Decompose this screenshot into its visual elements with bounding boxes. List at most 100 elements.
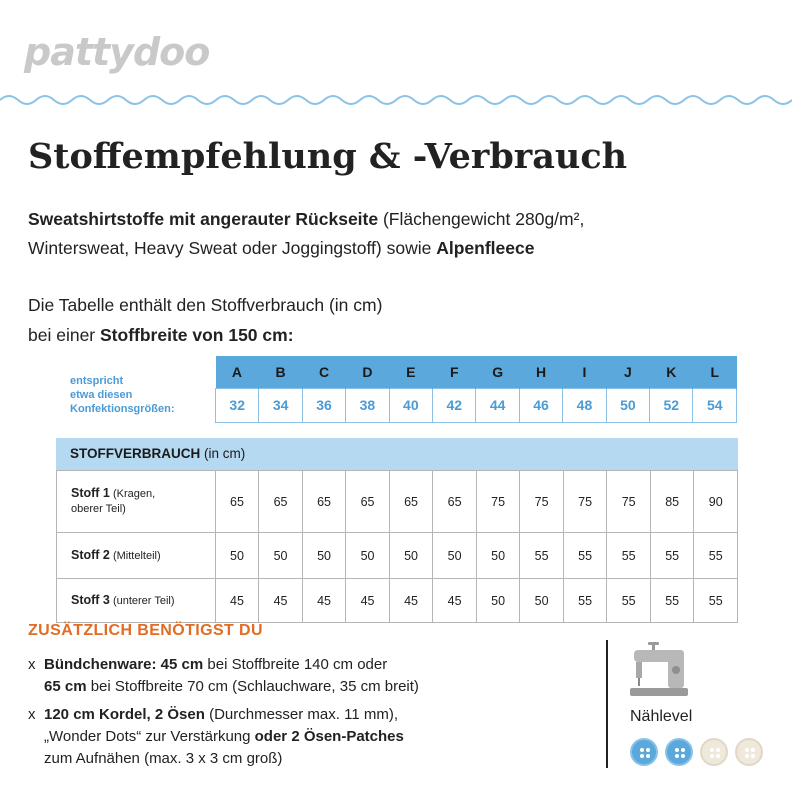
- consumption-heading-title: STOFFVERBRAUCH: [70, 446, 201, 461]
- table-cell: 75: [475, 470, 521, 533]
- table-cell: 55: [562, 532, 608, 579]
- size-letter: F: [432, 356, 477, 388]
- item-text: bei Stoffbreite 140 cm oder: [203, 656, 388, 673]
- consumption-table: STOFFVERBRAUCH (in cm) Stoff 1 (Kragen, o…: [56, 438, 738, 623]
- row-label-note: (unterer Teil): [109, 594, 175, 607]
- table-cell: 65: [258, 470, 303, 533]
- table-cell: 50: [432, 532, 477, 579]
- list-item: x Bündchenware: 45 cm bei Stoffbreite 14…: [28, 654, 588, 698]
- table-cell: 55: [649, 532, 695, 579]
- table-cell: 50: [519, 578, 564, 623]
- table-cell: 45: [258, 578, 303, 623]
- row-label-note: oberer Teil): [71, 503, 126, 515]
- table-cell: 45: [432, 578, 477, 623]
- consumption-grid: Stoff 1 (Kragen, oberer Teil) 65 65 65 65 65 65…: [56, 470, 738, 623]
- row-label-note: (Kragen,: [109, 488, 156, 500]
- table-intro-prefix: bei einer: [28, 325, 100, 345]
- table-cell: 50: [475, 578, 521, 623]
- table-cell: 55: [562, 578, 608, 623]
- additional-list: x Bündchenware: 45 cm bei Stoffbreite 14…: [28, 654, 588, 776]
- button-icon: [630, 738, 658, 766]
- row-label-name: Stoff 3: [71, 592, 110, 607]
- size-letter: H: [519, 356, 564, 388]
- size-letter: L: [692, 356, 737, 388]
- size-number: 54: [692, 387, 737, 423]
- size-number-row: 32 34 36 38 40 42 44 46 48 50 52 54: [214, 387, 737, 423]
- size-number: 32: [214, 387, 260, 423]
- size-number: 36: [301, 387, 347, 423]
- table-cell: 45: [301, 578, 347, 623]
- size-letter: E: [389, 356, 434, 388]
- size-letter: A: [215, 356, 260, 388]
- table-cell: 85: [649, 470, 695, 533]
- table-cell: 90: [693, 470, 738, 533]
- table-cell: 50: [258, 532, 303, 579]
- level-label: Nählevel: [630, 708, 693, 725]
- table-cell: 45: [345, 578, 390, 623]
- table-cell: 55: [606, 532, 651, 579]
- intro-text-1: (Flächengewicht 280g/m²,: [378, 209, 585, 229]
- consumption-heading: STOFFVERBRAUCH (in cm): [56, 438, 738, 470]
- intro-bold-2: Alpenfleece: [436, 238, 535, 258]
- section-divider: [606, 640, 608, 768]
- table-cell: 75: [606, 470, 651, 533]
- table-intro-line-1: Die Tabelle enthält den Stoffverbrauch (…: [28, 295, 383, 315]
- row-label: Stoff 3 (unterer Teil): [56, 578, 216, 623]
- size-letter: C: [302, 356, 347, 388]
- list-marker: x: [28, 706, 36, 723]
- table-cell: 55: [519, 532, 564, 579]
- table-cell: 50: [301, 532, 347, 579]
- size-caption-line: Konfektionsgrößen:: [70, 403, 175, 415]
- table-cell: 45: [388, 578, 434, 623]
- item-bold: Bündchenware: 45 cm: [44, 656, 204, 673]
- list-item: x 120 cm Kordel, 2 Ösen (Durchmesser max…: [28, 704, 588, 770]
- consumption-heading-unit: (in cm): [204, 446, 246, 461]
- table-cell: 75: [562, 470, 608, 533]
- table-cell: 50: [388, 532, 434, 579]
- row-label: Stoff 1 (Kragen, oberer Teil): [56, 470, 216, 533]
- table-cell: 55: [693, 532, 738, 579]
- table-cell: 55: [606, 578, 651, 623]
- fabric-recommendation: Sweatshirtstoffe mit angerauter Rückseit…: [28, 205, 788, 263]
- row-label-name: Stoff 1: [71, 486, 110, 500]
- page-title: Stoffempfehlung & -Verbrauch: [28, 136, 628, 177]
- size-number: 46: [518, 387, 564, 423]
- table-cell: 50: [345, 532, 390, 579]
- table-row: Stoff 3 (unterer Teil) 45 45 45 45 45 45 50 50 55…: [56, 578, 738, 623]
- table-cell: 75: [519, 470, 564, 533]
- table-cell: 65: [301, 470, 347, 533]
- size-letter: D: [345, 356, 390, 388]
- table-cell: 50: [475, 532, 521, 579]
- item-text: zum Aufnähen (max. 3 x 3 cm groß): [44, 750, 283, 767]
- table-cell: 45: [214, 578, 260, 623]
- additional-title: ZUSÄTZLICH BENÖTIGST DU: [28, 622, 263, 639]
- size-number: 50: [605, 387, 651, 423]
- button-icon: [700, 738, 728, 766]
- button-icon: [665, 738, 693, 766]
- item-bold: 65 cm: [44, 678, 87, 695]
- table-cell: 65: [345, 470, 390, 533]
- list-marker: x: [28, 656, 36, 673]
- size-number: 34: [258, 387, 303, 423]
- size-letter: K: [649, 356, 694, 388]
- table-row: Stoff 2 (Mittelteil) 50 50 50 50 50 50 50 55 55 55…: [56, 532, 738, 579]
- table-cell: 65: [432, 470, 477, 533]
- table-intro: Die Tabelle enthält den Stoffverbrauch (…: [28, 290, 382, 350]
- intro-bold-1: Sweatshirtstoffe mit angerauter Rückseit…: [28, 209, 379, 229]
- size-letter: B: [258, 356, 303, 388]
- size-caption: entspricht etwa diesen Konfektionsgrößen…: [70, 374, 175, 416]
- button-icon: [735, 738, 763, 766]
- table-cell: 65: [214, 470, 260, 533]
- sewing-machine-icon: [630, 642, 688, 696]
- brand-logo: pattydoo: [24, 30, 210, 74]
- table-cell: 55: [649, 578, 695, 623]
- item-bold: 120 cm Kordel, 2 Ösen: [44, 706, 205, 723]
- item-text: (Durchmesser max. 11 mm),: [204, 706, 398, 723]
- table-row: Stoff 1 (Kragen, oberer Teil) 65 65 65 65 65 65…: [56, 470, 738, 533]
- size-number: 48: [562, 387, 607, 423]
- size-letter: G: [475, 356, 520, 388]
- wave-divider: [0, 95, 792, 105]
- table-cell: 50: [214, 532, 260, 579]
- intro-text-2: Wintersweat, Heavy Sweat oder Joggingsto…: [28, 238, 437, 258]
